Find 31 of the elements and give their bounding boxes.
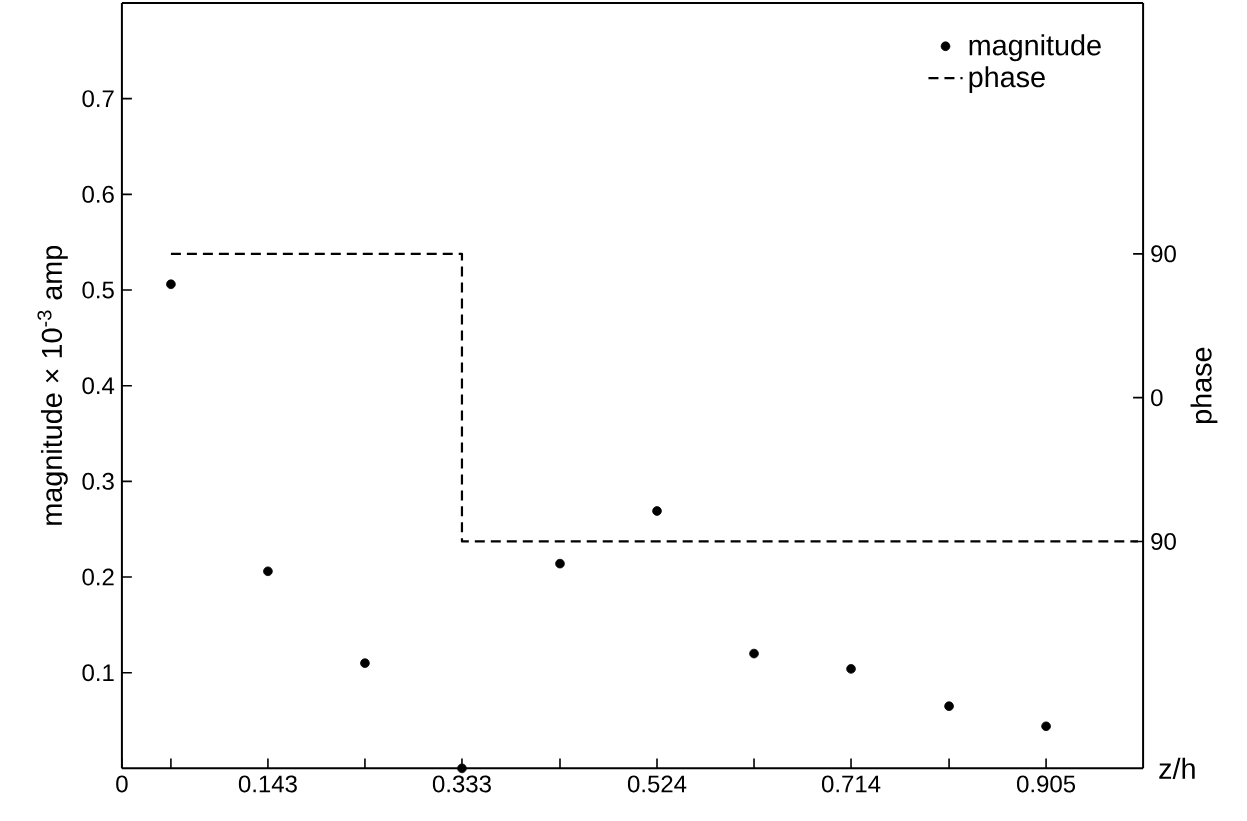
x-axis-title: z/h (1159, 757, 1195, 779)
y-tick-label: 0.5 (82, 281, 114, 299)
point (360, 658, 370, 668)
y2-tick-label: 90 (1151, 245, 1176, 263)
legend-label: magnitude (969, 34, 1101, 62)
y-tick-label: 0.4 (82, 377, 115, 394)
point (166, 279, 176, 289)
point (944, 701, 954, 711)
point (457, 763, 467, 774)
x-tick-label: 0 (116, 775, 128, 793)
x-tick-label: 0.714 (821, 775, 881, 793)
x-tick-label: 0.333 (432, 775, 491, 793)
legend-label: phase (969, 66, 1045, 93)
point (1041, 721, 1051, 731)
point (846, 663, 856, 674)
y2-axis-title: phase (1190, 347, 1218, 423)
y-tick-label: 0.1 (82, 664, 114, 682)
point (263, 566, 273, 576)
y-axis-title: magnitude × 10$^{-3}$ amp (37, 245, 68, 525)
y2-tick-label: 0 (1151, 389, 1163, 406)
point (555, 558, 565, 569)
y-tick-label: 0.6 (82, 185, 114, 203)
y-tick-label: 0.3 (82, 472, 114, 490)
x-tick-label: 0.143 (238, 775, 297, 793)
y-tick-label: 0.7 (82, 90, 114, 107)
x-tick-label: 0.524 (627, 775, 687, 793)
y2-tick-label: 90 (1151, 532, 1176, 550)
x-tick-label: 0.905 (1017, 775, 1076, 793)
point (652, 506, 662, 516)
y-tick-label: 0.2 (82, 568, 114, 586)
point (749, 648, 759, 659)
